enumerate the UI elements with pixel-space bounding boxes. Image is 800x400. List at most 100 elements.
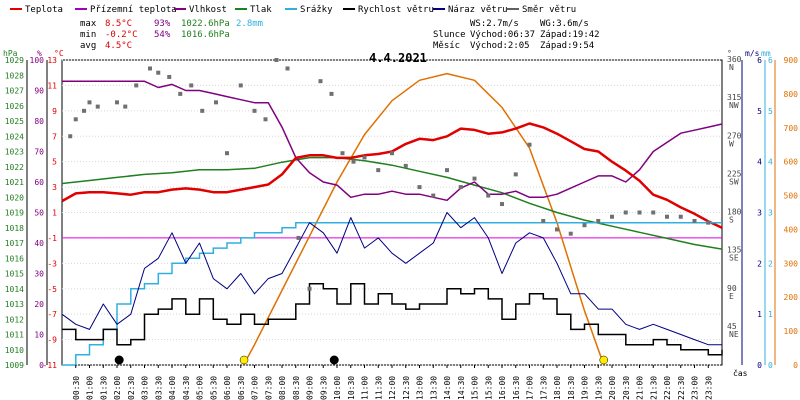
x-axis-label: čas — [733, 368, 748, 378]
direction-tick-label: 360 — [727, 55, 742, 64]
x-tick-label: 12:30 — [402, 376, 411, 400]
hpa-tick-label: 1027 — [5, 87, 24, 96]
wind-direction-point — [156, 70, 161, 75]
direction-tick-label: 135 — [727, 246, 742, 255]
wind-direction-point — [541, 218, 546, 223]
legend-label: Vlhkost — [189, 5, 227, 15]
x-tick-label: 08:00 — [278, 376, 287, 400]
hpa-tick-label: 1026 — [5, 102, 24, 111]
stat-avg-label: avg — [80, 41, 96, 51]
celsius-tick-label: -11 — [43, 361, 58, 370]
right-axes: 360N315NW270W225SW180S135SE90E45NE654321… — [727, 49, 798, 370]
wind-direction-point — [134, 83, 139, 88]
wind-direction-point — [651, 210, 656, 215]
series-pressure-line — [61, 156, 723, 250]
x-tick-label: 17:30 — [539, 376, 548, 400]
series-solar-line — [242, 72, 605, 366]
wind-direction-point — [527, 142, 532, 147]
x-tick-label: 18:30 — [567, 376, 576, 400]
wind-direction-point — [568, 231, 573, 236]
ms-tick-label: 5 — [757, 107, 762, 116]
info-sunset: Západ:19:42 — [540, 30, 600, 40]
x-tick-label: 01:00 — [86, 376, 95, 400]
hpa-tick-label: 1017 — [5, 239, 24, 248]
wind-direction-point — [417, 185, 422, 190]
wind-direction-point — [376, 168, 381, 173]
x-tick-label: 16:00 — [498, 376, 507, 400]
celsius-tick-label: 11 — [47, 81, 57, 90]
legend-label: Náraz větru — [448, 5, 508, 15]
celsius-tick-label: -7 — [47, 310, 57, 319]
percent-tick-label: 10 — [34, 331, 44, 340]
direction-compass-label: E — [729, 292, 734, 301]
series-gust-line — [61, 212, 722, 346]
hpa-tick-label: 1015 — [5, 270, 24, 279]
wind-direction-point — [189, 83, 194, 88]
stat-min-press: 1016.6hPa — [181, 30, 230, 40]
wm2-tick-label: 200 — [784, 293, 799, 302]
x-tick-label: 13:30 — [429, 376, 438, 400]
x-tick-label: 16:30 — [512, 376, 521, 400]
series-layer — [61, 58, 723, 366]
wind-direction-point — [68, 134, 73, 139]
hpa-tick-label: 1012 — [5, 315, 24, 324]
direction-compass-label: NW — [729, 101, 739, 110]
celsius-tick-label: 7 — [52, 132, 57, 141]
celsius-tick-label: -1 — [47, 234, 57, 243]
chart-header: Teplota Přízemní teplota Vlhkost Tlak Srážky… — [10, 5, 600, 65]
percent-unit: % — [37, 49, 42, 58]
mm-tick-label: 0 — [768, 361, 773, 370]
hpa-tick-label: 1019 — [5, 209, 24, 218]
x-tick-label: 09:00 — [306, 376, 315, 400]
x-tick-label: 03:30 — [154, 376, 163, 400]
wind-direction-point — [472, 176, 477, 181]
wind-direction-point — [200, 108, 205, 113]
wind-direction-point — [513, 172, 518, 177]
x-tick-label: 05:00 — [196, 376, 205, 400]
hpa-tick-label: 1024 — [5, 132, 24, 141]
wind-direction-point — [87, 100, 92, 105]
stat-min-temp: -0.2°C — [105, 30, 138, 40]
series-wind-line — [62, 282, 723, 356]
stat-max-hum: 93% — [154, 19, 171, 29]
wind-direction-point — [458, 185, 463, 190]
legend-label: Rychlost větru — [358, 5, 434, 15]
wind-direction-point — [596, 218, 601, 223]
legend-label: Tlak — [250, 5, 272, 15]
direction-tick-label: 45 — [727, 322, 737, 331]
direction-unit: ° — [727, 49, 732, 58]
percent-tick-label: 40 — [34, 239, 44, 248]
hpa-tick-label: 1023 — [5, 148, 24, 157]
chart-title: 4.4.2021 — [369, 51, 427, 65]
wind-direction-point — [148, 66, 152, 71]
moonrise-marker — [114, 355, 124, 365]
wind-direction-point — [285, 66, 290, 71]
legend: Teplota Přízemní teplota Vlhkost Tlak Srážky… — [10, 5, 576, 15]
stat-max-temp: 8.5°C — [105, 19, 132, 29]
x-tick-label: 22:30 — [677, 376, 686, 400]
celsius-tick-label: 1 — [52, 209, 57, 218]
wm2-tick-label: 900 — [784, 56, 799, 65]
legend-label: Srážky — [300, 5, 333, 15]
legend-label: Teplota — [25, 5, 63, 15]
x-tick-label: 17:00 — [526, 376, 535, 400]
x-tick-label: 15:00 — [471, 376, 480, 400]
ms-tick-label: 2 — [757, 259, 762, 268]
x-tick-label: 20:30 — [622, 376, 631, 400]
wind-direction-point — [225, 151, 229, 156]
wind-direction-point — [351, 159, 356, 164]
direction-compass-label: W — [729, 139, 734, 148]
direction-compass-label: NE — [729, 330, 739, 339]
hpa-unit: hPa — [3, 49, 18, 58]
x-tick-label: 08:30 — [292, 376, 301, 400]
wind-direction-point — [318, 79, 323, 84]
ms-tick-label: 4 — [757, 158, 762, 167]
series-humidity-line — [62, 80, 723, 202]
wm2-tick-label: 300 — [784, 259, 799, 268]
hpa-tick-label: 1009 — [5, 361, 24, 370]
mm-tick-label: 6 — [768, 56, 773, 65]
mm-tick-label: 2 — [768, 259, 773, 268]
x-tick-label: 15:30 — [484, 376, 493, 400]
mm-tick-label: 1 — [768, 310, 773, 319]
info-wg: WG:3.6m/s — [540, 19, 589, 29]
